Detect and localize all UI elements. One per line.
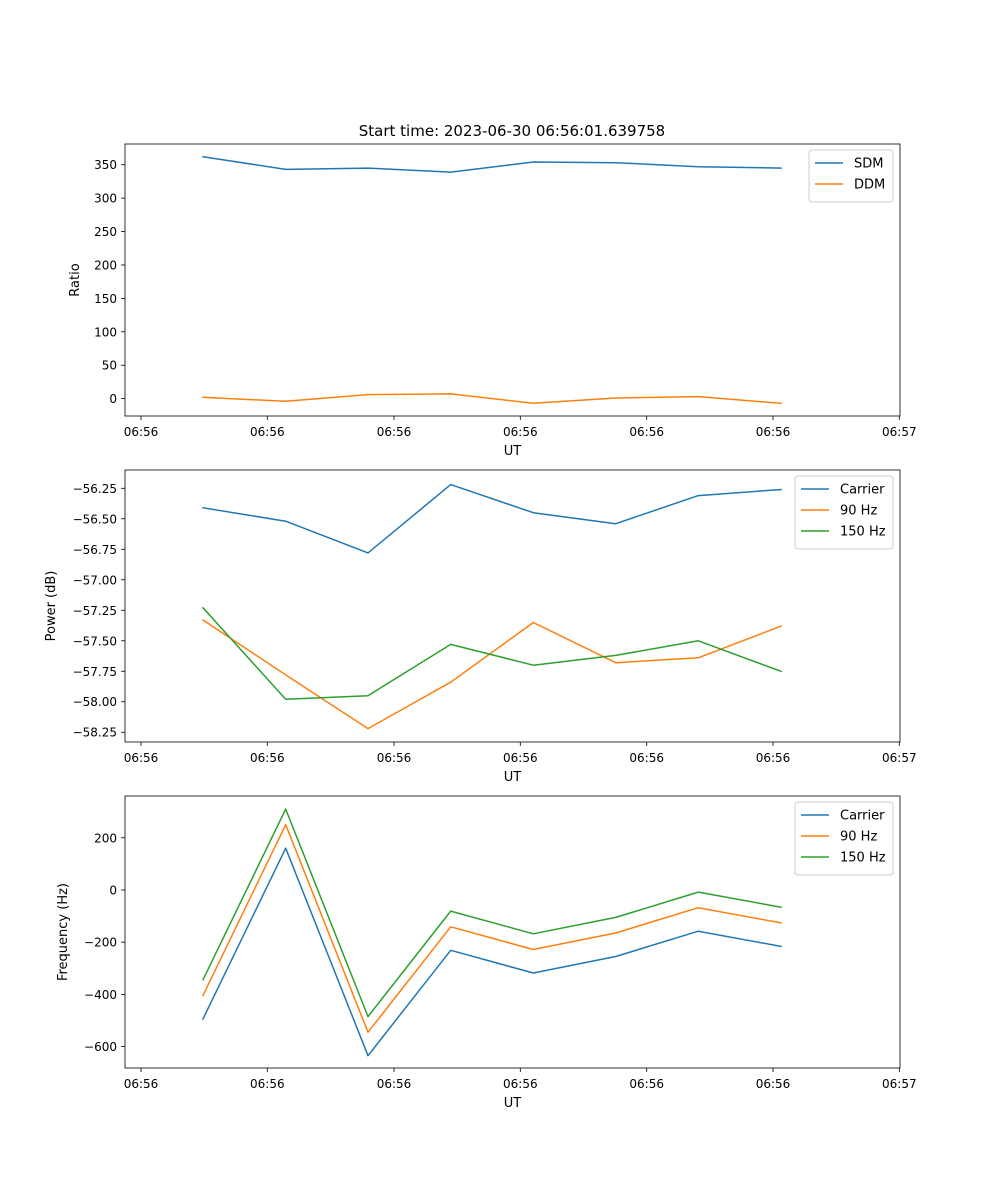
series-line-ddm (202, 393, 782, 405)
series-line-carrier (201, 847, 782, 1057)
series-line-90-hz (201, 618, 782, 730)
axes-frame (124, 469, 901, 743)
x-tick-label: 06:56 (377, 425, 412, 439)
x-tick-label: 06:56 (250, 425, 285, 439)
x-axis-label: UT (504, 444, 522, 459)
x-tick-label: 06:56 (503, 425, 538, 439)
axes-frame (124, 795, 901, 1069)
legend-label: Carrier (840, 809, 885, 824)
x-tick-label: 06:57 (882, 425, 917, 439)
series-line-150-hz (201, 808, 782, 1018)
y-axis-label: Frequency (Hz) (56, 883, 71, 981)
x-tick-label: 06:56 (124, 751, 159, 765)
legend-label: 90 Hz (840, 830, 877, 845)
y-tick-label: 0 (109, 883, 117, 897)
series-line-carrier (202, 483, 782, 554)
legend-label: SDM (854, 157, 883, 172)
y-tick-label: 200 (94, 831, 117, 845)
x-tick-label: 06:56 (756, 425, 791, 439)
subplot-1: 06:56 06:56 06:56 06:56 06:56 06:56 06:57 UT 0 50… (68, 143, 917, 459)
x-tick-label: 06:56 (124, 1077, 159, 1091)
legend-label: Carrier (840, 483, 885, 498)
subplots: 06:56 06:56 06:56 06:56 06:56 06:56 06:57 UT 0 50… (44, 143, 917, 1111)
y-tick-label: −56.25 (73, 482, 117, 496)
y-tick-label: −200 (84, 936, 117, 950)
y-tick-label: 100 (94, 325, 117, 339)
y-tick-label: −56.50 (73, 512, 117, 526)
legend-label: 150 Hz (840, 525, 886, 540)
subplot-3: 06:56 06:56 06:56 06:56 06:56 06:56 06:57 UT −60… (56, 795, 917, 1111)
legend: Carrier 90 Hz 150 Hz (794, 801, 894, 876)
x-axis-label: UT (504, 1096, 522, 1111)
x-tick-label: 06:56 (629, 751, 664, 765)
legend: Carrier 90 Hz 150 Hz (794, 475, 894, 550)
series-line-150-hz (201, 606, 782, 701)
y-tick-label: −58.00 (73, 695, 117, 709)
y-tick-label: −57.50 (73, 634, 117, 648)
y-tick-label: −57.75 (73, 665, 117, 679)
x-tick-label: 06:56 (503, 1077, 538, 1091)
figure-title: Start time: 2023-06-30 06:56:01.639758 (359, 122, 665, 140)
x-tick-label: 06:56 (756, 1077, 791, 1091)
x-tick-label: 06:56 (629, 425, 664, 439)
series-line-sdm (202, 155, 782, 173)
x-tick-label: 06:57 (882, 751, 917, 765)
y-axis-label: Ratio (68, 263, 83, 296)
legend-label: DDM (854, 178, 885, 193)
y-tick-label: −400 (84, 988, 117, 1002)
y-tick-label: 350 (94, 158, 117, 172)
x-tick-label: 06:56 (756, 751, 791, 765)
x-tick-label: 06:57 (882, 1077, 917, 1091)
series-line-90-hz (201, 823, 782, 1033)
subplot-2: 06:56 06:56 06:56 06:56 06:56 06:56 06:57 UT −58… (44, 469, 917, 785)
x-tick-label: 06:56 (503, 751, 538, 765)
x-tick-label: 06:56 (250, 751, 285, 765)
y-tick-label: −57.25 (73, 604, 117, 618)
x-axis-label: UT (504, 770, 522, 785)
y-axis-label: Power (dB) (44, 571, 59, 642)
legend: SDM DDM (808, 149, 894, 203)
axes-frame (124, 143, 901, 417)
y-tick-label: 0 (109, 392, 117, 406)
legend-label: 90 Hz (840, 504, 877, 519)
y-tick-label: 150 (94, 292, 117, 306)
legend-label: 150 Hz (840, 851, 886, 866)
x-tick-label: 06:56 (377, 751, 412, 765)
y-tick-label: 300 (94, 192, 117, 206)
y-tick-label: 250 (94, 225, 117, 239)
x-tick-label: 06:56 (124, 425, 159, 439)
y-tick-label: 50 (102, 359, 117, 373)
y-tick-label: −600 (84, 1040, 117, 1054)
y-tick-label: 200 (94, 258, 117, 272)
y-tick-label: −57.00 (73, 573, 117, 587)
y-tick-label: −58.25 (73, 726, 117, 740)
y-tick-label: −56.75 (73, 543, 117, 557)
x-tick-label: 06:56 (250, 1077, 285, 1091)
x-tick-label: 06:56 (377, 1077, 412, 1091)
x-tick-label: 06:56 (629, 1077, 664, 1091)
